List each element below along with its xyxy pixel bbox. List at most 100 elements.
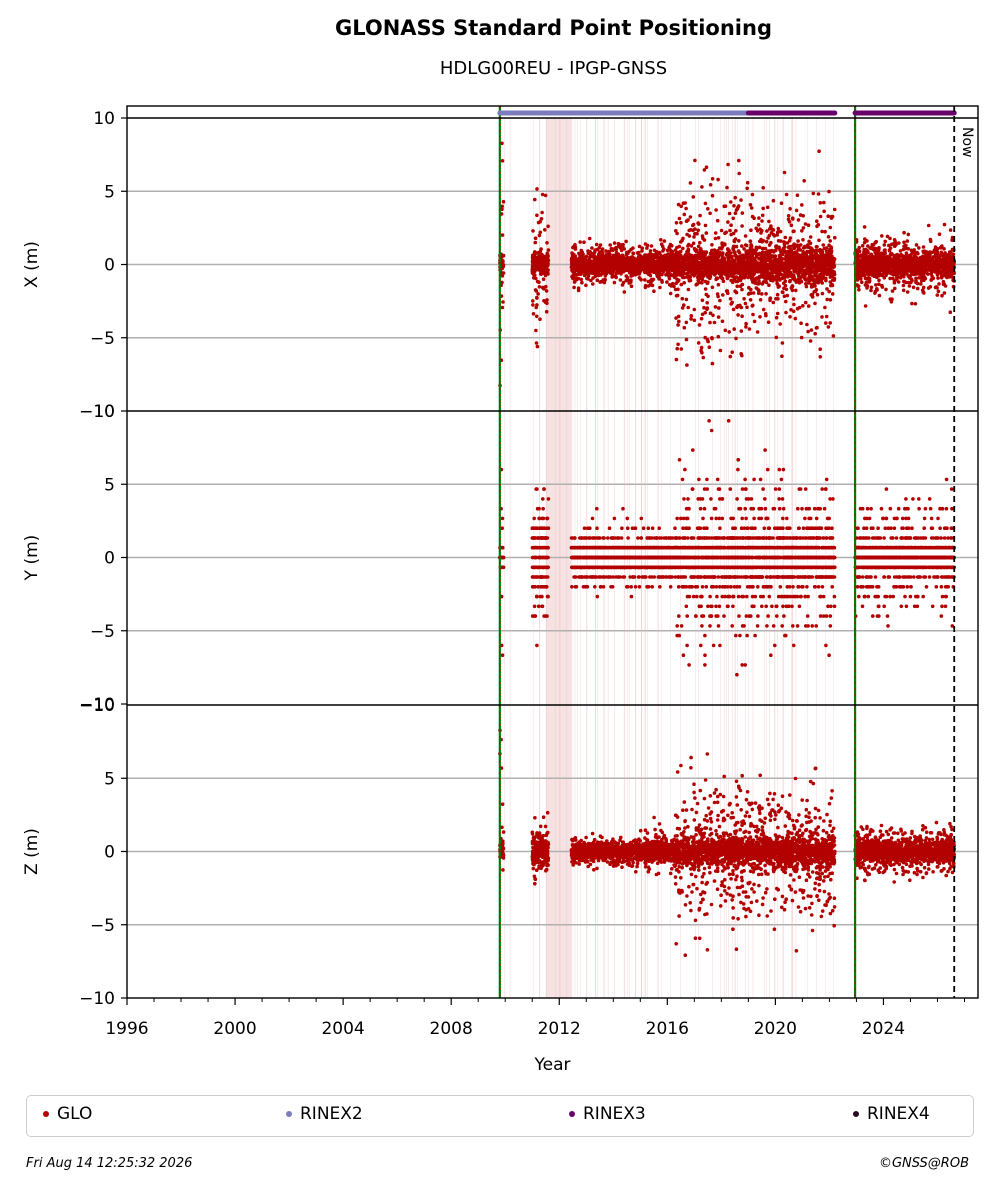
glo-data-point — [624, 278, 629, 283]
glo-data-point — [604, 249, 608, 253]
glo-data-point — [621, 506, 625, 511]
glo-data-point — [665, 280, 669, 284]
glo-data-point — [535, 295, 539, 300]
glo-data-point — [669, 268, 674, 273]
glo-data-point — [662, 833, 667, 838]
glo-data-point — [580, 536, 584, 540]
glo-data-point — [530, 269, 535, 274]
glo-data-point — [545, 851, 550, 856]
glo-data-point — [670, 867, 674, 871]
glo-data-point — [500, 207, 504, 211]
glo-data-point — [577, 850, 582, 855]
glo-data-point — [543, 536, 548, 540]
glo-data-point — [596, 272, 601, 277]
glo-data-point — [534, 575, 539, 579]
glo-data-point — [535, 643, 539, 648]
glo-data-point — [535, 845, 540, 850]
glo-data-point — [531, 866, 536, 871]
glo-data-point — [669, 545, 673, 550]
glo-data-point — [662, 239, 667, 243]
glo-data-point — [500, 653, 505, 657]
glo-data-point — [543, 839, 548, 843]
glo-data-point — [500, 516, 505, 521]
glo-data-point — [608, 243, 612, 247]
glo-data-point — [611, 837, 615, 841]
glo-data-point — [659, 238, 663, 242]
glo-data-point — [615, 847, 620, 851]
glo-data-point — [595, 269, 600, 273]
glo-data-point — [628, 264, 633, 269]
glo-data-point — [591, 254, 596, 258]
glo-data-point — [544, 575, 549, 579]
glo-data-point — [501, 868, 505, 872]
glo-data-point — [541, 526, 545, 530]
glo-data-point — [619, 555, 624, 560]
glo-data-point — [650, 266, 654, 270]
glo-data-point — [571, 256, 575, 260]
glo-data-point — [571, 851, 576, 856]
glo-data-point — [545, 251, 549, 256]
glo-data-point — [601, 565, 606, 570]
glo-data-point — [611, 575, 615, 579]
glo-data-point — [651, 855, 656, 859]
glo-data-point — [628, 545, 633, 550]
glo-data-point — [657, 835, 661, 839]
glo-data-point — [592, 844, 597, 849]
glo-data-point — [542, 614, 546, 618]
glo-data-point — [598, 555, 602, 560]
glo-data-point — [531, 229, 535, 233]
glo-data-point — [650, 585, 654, 589]
glo-data-point — [638, 843, 643, 848]
glo-data-point — [592, 271, 597, 276]
glo-data-point — [537, 555, 541, 560]
glo-data-point — [639, 849, 643, 854]
glo-data-point — [590, 516, 595, 521]
glo-data-point — [657, 565, 662, 570]
glo-data-point — [579, 555, 583, 560]
glo-data-point — [543, 254, 547, 259]
glo-data-point — [594, 536, 598, 540]
glo-data-point — [530, 555, 535, 560]
glo-data-point — [656, 258, 660, 263]
glo-data-point — [669, 575, 674, 579]
glo-data-point — [661, 270, 665, 274]
glo-data-point — [586, 274, 591, 278]
glo-data-point — [620, 283, 625, 287]
glo-data-point — [576, 856, 581, 861]
glo-data-point — [629, 585, 633, 589]
glo-data-point — [530, 536, 535, 540]
glo-data-point — [588, 862, 593, 867]
glo-data-point — [535, 526, 539, 530]
glo-data-point — [530, 585, 535, 589]
glo-data-point — [607, 256, 611, 261]
glo-data-point — [579, 277, 584, 282]
glo-data-point — [585, 260, 589, 264]
glo-data-point — [574, 585, 579, 589]
glo-data-point — [540, 854, 544, 859]
glo-data-point — [501, 839, 505, 843]
glo-data-point — [532, 614, 537, 618]
glo-data-point — [652, 575, 657, 579]
glo-data-point — [586, 841, 591, 846]
glo-data-point — [640, 246, 644, 250]
glo-data-point — [577, 272, 582, 276]
glo-data-point — [598, 266, 602, 271]
glo-data-point — [591, 276, 595, 280]
glo-data-point — [544, 565, 548, 570]
glo-data-point — [500, 847, 505, 852]
glo-data-point — [582, 240, 586, 244]
glo-data-point — [532, 874, 537, 879]
glo-data-point — [500, 555, 505, 560]
glo-data-point — [536, 220, 541, 225]
glo-data-point — [652, 270, 656, 275]
glo-data-point — [613, 246, 617, 251]
glo-data-point — [582, 526, 587, 530]
glo-data-point — [616, 575, 621, 579]
glo-data-point — [633, 840, 638, 844]
glo-data-point — [592, 575, 597, 579]
glo-data-point — [591, 282, 595, 286]
glo-data-point — [633, 585, 638, 589]
glo-data-point — [657, 277, 661, 281]
glo-data-point — [533, 240, 538, 245]
glo-data-point — [570, 585, 574, 589]
